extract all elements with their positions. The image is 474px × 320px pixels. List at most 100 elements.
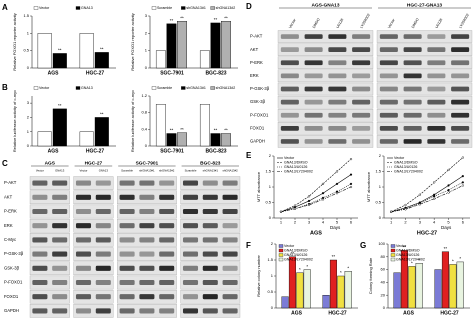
x-tick-label: 4: [322, 220, 325, 225]
bar: [415, 263, 423, 309]
blot-band: [352, 47, 371, 53]
bar: [166, 133, 177, 147]
significance-label: **: [170, 128, 174, 133]
bar: [199, 50, 210, 69]
legend-label: GNA13/DMSO: [394, 160, 418, 164]
x-tick-label: BGC-823: [205, 148, 226, 154]
y-tick-label: 0.5: [267, 289, 273, 294]
y-tick-label: 0: [379, 215, 382, 220]
y-tick-label: 1.2: [141, 93, 147, 98]
x-tick-label: 1: [390, 220, 393, 225]
blot-strip: [277, 109, 374, 122]
bar: [79, 131, 94, 147]
blot-band: [328, 73, 347, 79]
blot-strip: [277, 135, 374, 148]
legend-swatch: [33, 6, 39, 10]
marker: [461, 184, 464, 187]
blot-band: [202, 237, 218, 243]
blot-band: [32, 294, 48, 300]
blot-band: [222, 180, 238, 186]
legend-label: Vector: [39, 86, 50, 90]
bar: [210, 22, 221, 69]
x-tick-label: AGS: [48, 148, 60, 154]
marker: [447, 191, 450, 194]
blot-band: [95, 237, 111, 243]
legend-label: GNA13/DMSO: [396, 248, 420, 252]
blot-band: [119, 194, 135, 200]
y-tick-label: 1.5: [267, 257, 273, 262]
row-label: C-Myc: [4, 237, 16, 242]
blot-band: [52, 279, 68, 286]
blot-strip: [277, 82, 374, 96]
blot-band: [52, 237, 68, 243]
blot-band: [451, 125, 470, 131]
blot-band: [280, 112, 299, 118]
bar: [94, 52, 109, 69]
lane-label: U0126: [336, 18, 345, 29]
blot-band: [427, 47, 446, 53]
blot-band: [304, 139, 323, 144]
y-tick-label: 0: [269, 215, 272, 220]
marker: [335, 192, 339, 195]
blot-strip: [376, 95, 473, 109]
blot-strip: [277, 69, 374, 83]
lane-label: shGNA13#2: [222, 169, 238, 173]
y-tick-label: 100: [378, 241, 385, 246]
blot-band: [119, 265, 135, 271]
y-tick-label: 0.8: [141, 110, 147, 115]
significance-label: **: [58, 48, 62, 53]
blot-band: [280, 47, 299, 53]
row-label: ERK: [250, 73, 259, 78]
blot-band: [182, 223, 199, 229]
lane-label: LY294002: [458, 13, 470, 29]
blot-band: [451, 99, 470, 105]
blot-strip: [277, 43, 374, 56]
significance-label: **: [332, 254, 336, 259]
panel-label: E: [246, 151, 252, 160]
y-tick-label: 1: [271, 273, 274, 278]
blot-band: [95, 279, 111, 286]
marker: [404, 203, 407, 207]
blot-band: [280, 60, 299, 66]
y-tick-label: 1: [269, 184, 272, 189]
significance-label: **: [403, 245, 407, 250]
blot-band: [451, 34, 470, 39]
blot-band: [119, 308, 135, 314]
blot-band: [352, 99, 371, 105]
row-label: FOXO1: [4, 294, 19, 299]
y-tick-label: 1: [379, 184, 382, 189]
legend-swatch: [278, 253, 284, 257]
significance-label: *: [340, 270, 342, 275]
legend-label: shGNA13#1: [186, 6, 206, 10]
blot-band: [75, 237, 92, 243]
legend-swatch: [278, 257, 284, 262]
blot-band: [119, 208, 135, 215]
significance-label: *: [411, 261, 413, 266]
y-tick-label: 0: [27, 65, 30, 70]
x-tick-label: 6: [462, 220, 465, 225]
y-tick-label: 0: [271, 305, 274, 310]
blot-band: [379, 86, 398, 92]
blot-band: [159, 208, 175, 215]
bar: [337, 275, 345, 309]
blot-band: [32, 237, 48, 243]
group-label: AGS: [45, 160, 56, 166]
blot-band: [403, 86, 422, 92]
line: [280, 158, 352, 213]
blot-strip: [29, 247, 70, 261]
legend-label: GNA13: [81, 6, 93, 10]
blot-band: [182, 180, 199, 186]
marker: [293, 204, 297, 207]
bar: [177, 21, 187, 69]
lane-label: Vector: [288, 17, 297, 29]
blot-band: [202, 180, 218, 186]
legend-label: GNA13/DMSO: [284, 248, 308, 252]
x-tick-label: 4: [433, 220, 436, 225]
blot-band: [352, 86, 371, 92]
blot-strip: [117, 233, 177, 247]
significance-label: **: [291, 251, 295, 256]
y-tick-label: 0.5: [265, 200, 271, 205]
lane-label: GNA13: [99, 169, 109, 173]
blot-band: [328, 99, 347, 105]
blot-band: [139, 208, 155, 215]
